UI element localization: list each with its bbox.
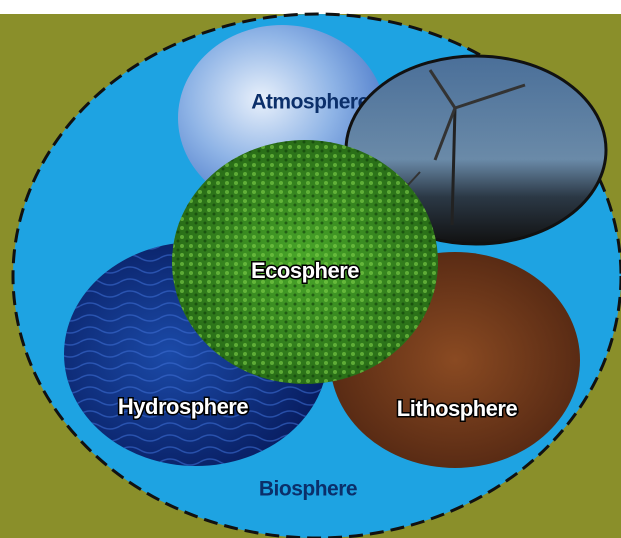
biosphere-label: Biosphere [259,478,357,501]
lithosphere-label: Lithosphere [397,396,518,421]
leaf-texture [172,140,438,384]
hydrosphere-label: Hydrosphere [118,394,248,419]
atmosphere-label: Atmosphere [251,91,369,114]
ecosphere-label: Ecosphere [251,258,359,283]
